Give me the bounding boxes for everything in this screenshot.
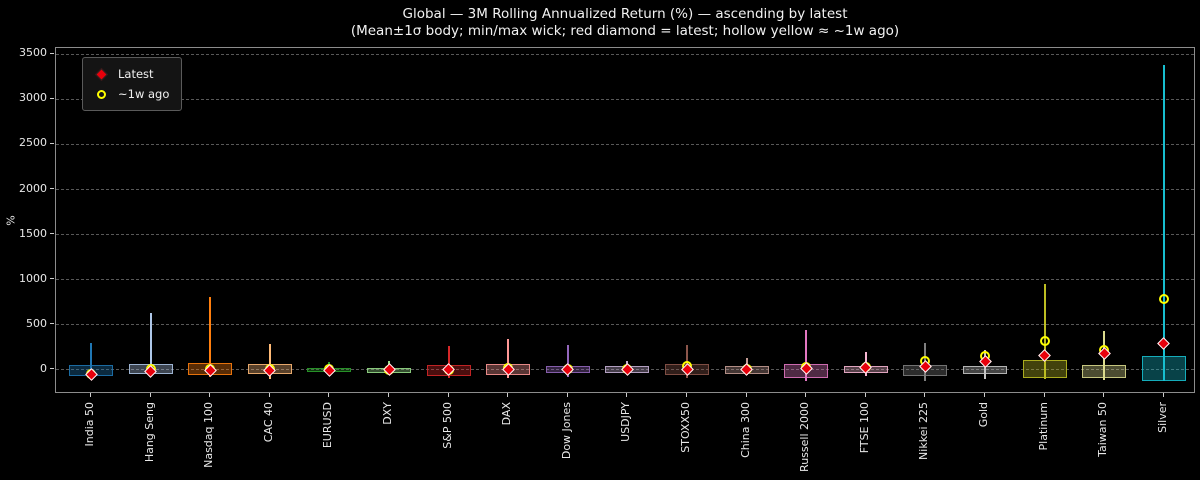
- hollow-circle-icon: [92, 89, 110, 99]
- ytick-mark-500: [50, 323, 54, 325]
- week-ago-marker-Silver: [1158, 293, 1169, 304]
- wick-India 50: [90, 342, 92, 378]
- ytick-label-1000: 1000: [19, 271, 47, 285]
- xtick-mark-Nasdaq 100: [209, 393, 211, 397]
- xtick-label-text-Silver: Silver: [1155, 402, 1169, 433]
- ytick-label-0: 0: [40, 361, 47, 375]
- wick-CAC 40: [268, 343, 271, 379]
- chart-subtitle: (Mean±1σ body; min/max wick; red diamond…: [350, 23, 900, 39]
- xtick-mark-STOXX50: [686, 393, 687, 397]
- wick-Russell 2000: [805, 329, 808, 381]
- wick-Platinum: [1043, 283, 1046, 380]
- xtick-mark-India 50: [90, 393, 91, 397]
- xtick-label-text-Hang Seng: Hang Seng: [142, 402, 156, 463]
- legend-item-week-ago: ~1w ago: [92, 84, 169, 104]
- ytick-mark-0: [50, 368, 54, 370]
- xtick-mark-Hang Seng: [149, 393, 151, 397]
- xtick-mark-Taiwan 50: [1103, 393, 1105, 397]
- xtick-mark-DAX: [507, 393, 509, 397]
- gridline-2500: [56, 143, 1194, 145]
- xtick-label-text-Gold: Gold: [977, 402, 990, 428]
- xtick-label-text-Taiwan 50: Taiwan 50: [1096, 402, 1110, 457]
- xtick-label-text-EURUSD: EURUSD: [321, 402, 335, 449]
- ytick-label-3000: 3000: [19, 91, 47, 105]
- red-diamond-icon: [92, 67, 110, 81]
- xtick-mark-USDJPY: [626, 393, 628, 397]
- xtick-mark-Silver: [1162, 393, 1164, 397]
- wick-Nasdaq 100: [209, 296, 212, 377]
- xtick-mark-Russell 2000: [805, 393, 807, 397]
- ytick-mark-2500: [50, 142, 54, 144]
- ytick-mark-2000: [50, 188, 54, 190]
- legend: Latest ~1w ago: [82, 57, 183, 111]
- xtick-mark-DXY: [388, 393, 389, 397]
- ytick-mark-1000: [50, 278, 54, 280]
- plot-area: [55, 47, 1195, 393]
- xtick-mark-CAC 40: [268, 393, 270, 397]
- ytick-mark-1500: [50, 233, 54, 235]
- gridline-3000: [56, 98, 1194, 100]
- gridline-1000: [56, 279, 1194, 281]
- xtick-mark-FTSE 100: [864, 393, 866, 397]
- xtick-label-text-Russell 2000: Russell 2000: [798, 402, 812, 472]
- xtick-mark-Gold: [984, 393, 985, 397]
- xtick-label-text-STOXX50: STOXX50: [679, 402, 692, 453]
- xtick-label-text-DAX: DAX: [500, 402, 514, 426]
- ytick-label-2500: 2500: [19, 136, 47, 150]
- ytick-label-2000: 2000: [19, 181, 47, 195]
- legend-label-week-ago: ~1w ago: [118, 87, 170, 101]
- legend-label-latest: Latest: [118, 67, 154, 81]
- xtick-label-text-S&P 500: S&P 500: [440, 402, 454, 449]
- chart-title-block: Global — 3M Rolling Annualized Return (%…: [55, 6, 1195, 40]
- latest-marker-Silver: [1157, 336, 1171, 350]
- gridline-1500: [56, 234, 1194, 236]
- xtick-label-text-Nikkei 225: Nikkei 225: [917, 402, 931, 460]
- y-axis-label: %: [4, 215, 18, 226]
- xtick-label-text-Nasdaq 100: Nasdaq 100: [202, 402, 216, 468]
- ytick-label-3500: 3500: [19, 46, 47, 60]
- ytick-label-500: 500: [26, 316, 47, 330]
- gridline-3500: [56, 53, 1194, 55]
- ytick-mark-3000: [50, 97, 54, 99]
- wick-DAX: [507, 338, 510, 378]
- ytick-label-1500: 1500: [19, 226, 47, 240]
- chart-title: Global — 3M Rolling Annualized Return (%…: [402, 6, 848, 22]
- wick-Dow Jones: [566, 345, 569, 377]
- xtick-mark-China 300: [745, 393, 747, 397]
- xtick-label-text-Platinum: Platinum: [1036, 402, 1050, 451]
- xtick-mark-S&P 500: [447, 393, 449, 397]
- wick-Silver: [1162, 65, 1165, 381]
- gridline-500: [56, 324, 1194, 326]
- xtick-mark-EURUSD: [328, 393, 330, 397]
- xtick-label-text-India 50: India 50: [83, 402, 96, 447]
- legend-item-latest: Latest: [92, 64, 169, 84]
- xtick-mark-Nikkei 225: [924, 393, 926, 397]
- xtick-label-text-Dow Jones: Dow Jones: [559, 402, 573, 460]
- xtick-label-text-DXY: DXY: [381, 402, 394, 425]
- xtick-label-text-FTSE 100: FTSE 100: [857, 402, 871, 454]
- wick-Hang Seng: [149, 312, 152, 377]
- xtick-label-text-CAC 40: CAC 40: [261, 402, 275, 443]
- xtick-label-text-USDJPY: USDJPY: [619, 402, 633, 442]
- ytick-mark-3500: [50, 52, 54, 54]
- xtick-mark-Platinum: [1043, 393, 1045, 397]
- xtick-label-text-China 300: China 300: [738, 402, 752, 458]
- wick-S&P 500: [447, 346, 450, 378]
- week-ago-marker-Platinum: [1039, 335, 1050, 346]
- xtick-mark-Dow Jones: [566, 393, 568, 397]
- gridline-2000: [56, 189, 1194, 191]
